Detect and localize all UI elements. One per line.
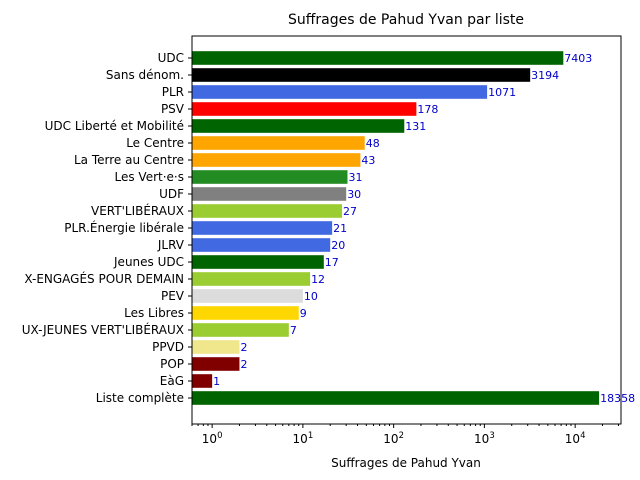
value-label: 1 — [213, 375, 220, 388]
bars-group — [192, 51, 600, 405]
category-label: PLR.Énergie libérale — [64, 220, 184, 235]
bar — [192, 323, 289, 337]
bar — [192, 391, 600, 405]
bar — [192, 136, 365, 150]
category-label: Sans dénom. — [106, 68, 184, 82]
bar — [192, 306, 299, 320]
category-label: VERT'LIBÉRAUX — [91, 203, 184, 218]
bar — [192, 68, 531, 82]
category-label: PSV — [161, 102, 185, 116]
bar — [192, 221, 333, 235]
value-label: 10 — [304, 290, 318, 303]
bar — [192, 374, 213, 388]
bar — [192, 85, 488, 99]
value-label: 21 — [333, 222, 347, 235]
bar — [192, 153, 361, 167]
value-label: 7 — [290, 324, 297, 337]
value-label: 18358 — [600, 392, 635, 405]
category-label: PEV — [161, 289, 185, 303]
value-label: 30 — [347, 188, 361, 201]
x-tick-label: 103 — [474, 431, 495, 446]
x-tick-label: 104 — [565, 431, 586, 446]
value-label: 48 — [366, 137, 380, 150]
bar — [192, 255, 324, 269]
bar — [192, 272, 311, 286]
value-label: 2 — [240, 358, 247, 371]
value-label: 31 — [348, 171, 362, 184]
category-label: La Terre au Centre — [74, 153, 184, 167]
bar — [192, 102, 417, 116]
x-axis-label: Suffrages de Pahud Yvan — [331, 456, 481, 470]
bar — [192, 357, 240, 371]
bar — [192, 204, 343, 218]
value-label: 2 — [240, 341, 247, 354]
value-label: 20 — [331, 239, 345, 252]
value-labels: 7403319410711781314843313027212017121097… — [213, 52, 635, 405]
category-label: Jeunes UDC — [113, 255, 184, 269]
bar — [192, 340, 240, 354]
bar — [192, 170, 348, 184]
category-labels: UDC Sans dénom. PLR PSV UDC Liberté et Mobil… — [22, 51, 192, 405]
category-label: EàG — [160, 374, 184, 388]
category-label: JLRV — [157, 238, 185, 252]
value-label: 17 — [325, 256, 339, 269]
value-label: 12 — [311, 273, 325, 286]
category-label: POP — [160, 357, 184, 371]
x-tick-label: 102 — [383, 431, 404, 446]
bar — [192, 119, 405, 133]
x-tick-label: 100 — [202, 431, 223, 446]
x-axis-ticks: 100 101 102 103 104 — [191, 424, 619, 446]
category-label: Le Centre — [126, 136, 184, 150]
chart-title: Suffrages de Pahud Yvan par liste — [288, 12, 524, 28]
value-label: 7403 — [564, 52, 592, 65]
category-label: UX-JEUNES VERT'LIBÉRAUX — [22, 322, 184, 337]
value-label: 131 — [405, 120, 426, 133]
category-label: UDC — [158, 51, 184, 65]
value-label: 3194 — [531, 69, 559, 82]
bar — [192, 238, 331, 252]
category-label: Les Libres — [124, 306, 184, 320]
x-tick-label: 101 — [293, 431, 314, 446]
value-label: 43 — [361, 154, 375, 167]
category-label: UDF — [159, 187, 184, 201]
bar — [192, 289, 303, 303]
category-label: Les Vert·e·s — [115, 170, 185, 184]
value-label: 27 — [343, 205, 357, 218]
category-label: UDC Liberté et Mobilité — [45, 119, 184, 133]
category-label: PLR — [162, 85, 184, 99]
bar — [192, 187, 347, 201]
value-label: 9 — [300, 307, 307, 320]
value-label: 1071 — [488, 86, 516, 99]
category-label: Liste complète — [96, 391, 184, 405]
category-label: X-ENGAGÉS POUR DEMAIN — [24, 271, 184, 286]
category-label: PPVD — [152, 340, 184, 354]
bar — [192, 51, 564, 65]
value-label: 178 — [417, 103, 438, 116]
plot-frame — [191, 35, 622, 425]
